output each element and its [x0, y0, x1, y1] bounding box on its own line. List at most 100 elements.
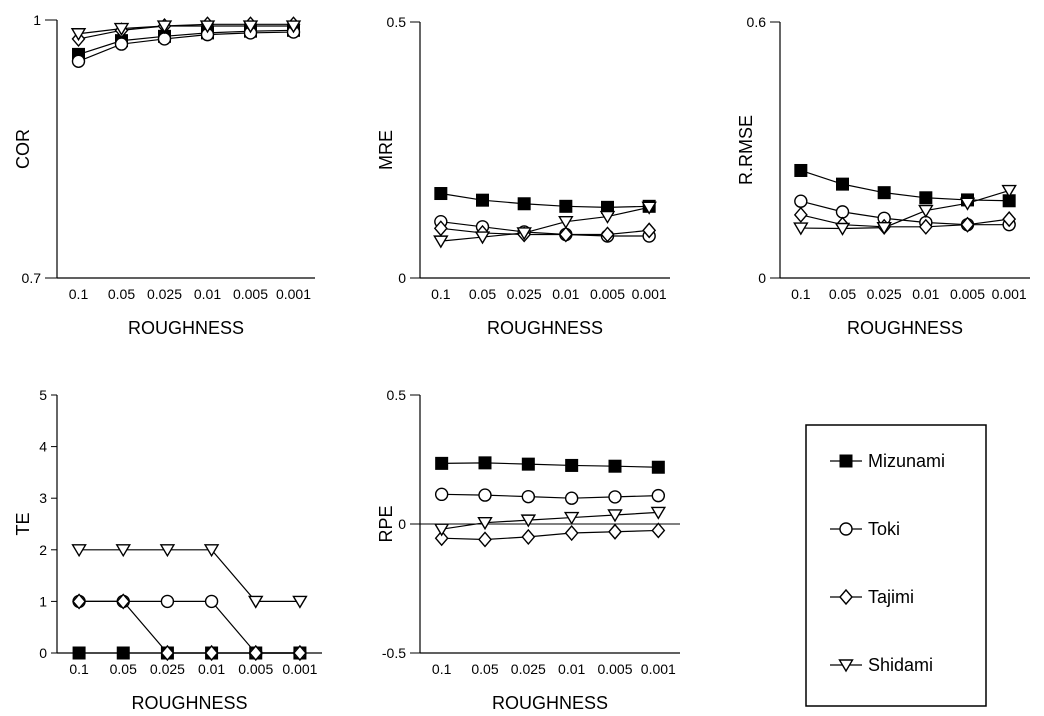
data-point-mizunami [608, 459, 622, 473]
hollow-diamond-icon [839, 588, 853, 606]
y-tick-label: 4 [39, 439, 47, 455]
data-point-mizunami [651, 460, 665, 474]
data-point-tajimi [1002, 211, 1017, 228]
y-tick-label: 0 [398, 270, 406, 286]
x-tick-label: 0.005 [233, 286, 268, 302]
legend-label: Toki [868, 519, 900, 539]
y-tick-label: 0.6 [747, 14, 767, 30]
chart-mre: 0 0.5 0.1 0.05 0.025 0.01 0.005 0.001 ROUGHNESS M… [376, 14, 670, 338]
data-point-toki [564, 491, 579, 505]
x-tick-label: 0.01 [194, 286, 221, 302]
x-tick-label: 0.05 [829, 286, 856, 302]
x-tick-label: 0.001 [276, 286, 311, 302]
data-point-tajimi [478, 531, 492, 548]
data-point-shidami [876, 221, 892, 236]
y-tick-label: 3 [39, 490, 47, 506]
data-point-toki [651, 488, 666, 503]
data-point-shidami [1001, 184, 1017, 198]
data-point-tajimi [434, 530, 449, 547]
x-tick-label: 0.005 [590, 286, 625, 302]
legend: Mizunami Toki Tajimi Shidami [805, 424, 987, 707]
data-point-shidami [477, 517, 493, 531]
data-point-tajimi [600, 226, 615, 243]
data-point-shidami [474, 231, 491, 245]
data-point-toki [478, 488, 492, 502]
data-point-mizunami [919, 191, 933, 205]
data-point-shidami [71, 544, 87, 558]
series-line-shidami [78, 25, 294, 35]
y-tick-label: 0.7 [22, 270, 42, 286]
x-tick-label: 0.05 [108, 286, 135, 302]
data-point-toki [204, 594, 219, 609]
y-tick-label: 2 [39, 542, 47, 558]
x-tick-label: 0.001 [641, 661, 676, 677]
y-tick-label: 1 [33, 12, 41, 28]
x-tick-label: 0.01 [198, 661, 225, 677]
data-point-shidami [599, 210, 616, 224]
data-point-mizunami [877, 186, 891, 200]
data-point-mizunami [559, 199, 573, 213]
y-tick-label: 0 [398, 516, 406, 532]
x-tick-label: 0.005 [597, 661, 632, 677]
data-point-mizunami [434, 187, 448, 201]
data-point-tajimi [248, 644, 263, 662]
chart-rpe: -0.5 0 0.5 0.1 0.05 0.025 0.01 0.005 0.001 ROUGHN… [376, 387, 680, 713]
data-point-shidami [558, 215, 574, 230]
data-point-toki [157, 32, 172, 46]
data-point-toki [114, 37, 129, 51]
x-axis-title: ROUGHNESS [487, 318, 603, 338]
x-tick-label: 0.025 [507, 286, 542, 302]
series-line-tajimi [78, 23, 294, 40]
data-point-tajimi [642, 222, 657, 239]
data-point-tajimi [116, 593, 131, 610]
series-line-toki [79, 600, 300, 654]
x-tick-label: 0.05 [110, 661, 137, 677]
x-tick-label: 0.05 [471, 661, 498, 677]
data-point-shidami [156, 20, 173, 34]
data-point-tajimi [204, 644, 219, 662]
x-tick-label: 0.025 [147, 286, 182, 302]
x-axis-title: ROUGHNESS [128, 318, 244, 338]
x-tick-label: 0.025 [867, 286, 902, 302]
series-line-tajimi [79, 600, 300, 654]
series-line-toki [800, 200, 1010, 226]
data-point-mizunami [478, 456, 492, 470]
y-axis-title: RPE [376, 505, 396, 542]
data-point-shidami [607, 509, 623, 523]
x-tick-label: 0.001 [632, 286, 667, 302]
data-point-shidami [113, 22, 130, 36]
x-tick-label: 0.01 [552, 286, 579, 302]
data-point-shidami [563, 511, 580, 525]
x-axis-title: ROUGHNESS [131, 693, 247, 713]
series-line-tajimi [441, 529, 659, 541]
x-tick-label: 0.01 [558, 661, 585, 677]
data-point-mizunami [517, 197, 531, 211]
data-point-tajimi [793, 206, 808, 223]
data-point-tajimi [564, 524, 579, 542]
y-tick-label: 0.5 [387, 387, 407, 403]
data-point-tajimi [292, 644, 307, 662]
chart-cor: 0.7 1 0.1 0.05 0.025 0.01 0.005 0.001 ROUGHNESS C… [13, 12, 315, 338]
legend-label: Mizunami [868, 451, 945, 471]
data-point-mizunami [565, 458, 579, 472]
data-point-shidami [516, 227, 532, 241]
y-tick-label: 0.5 [387, 14, 407, 30]
data-point-shidami [433, 235, 449, 249]
data-point-tajimi [433, 220, 448, 237]
data-point-shidami [520, 514, 537, 528]
data-point-tajimi [160, 644, 175, 662]
series-line-mizunami [78, 29, 294, 55]
x-tick-label: 0.005 [238, 661, 273, 677]
hollow-circle-icon [839, 522, 853, 536]
data-point-tajimi [72, 593, 87, 610]
data-point-tajimi [558, 226, 573, 243]
series-line-toki [441, 493, 659, 499]
data-point-shidami [793, 222, 809, 236]
data-point-shidami [199, 20, 216, 34]
data-point-tajimi [960, 216, 975, 233]
x-tick-label: 0.1 [69, 286, 89, 302]
data-point-tajimi [521, 528, 536, 545]
y-tick-label: -0.5 [382, 645, 406, 661]
x-tick-label: 0.1 [432, 661, 452, 677]
data-point-shidami [70, 28, 87, 42]
